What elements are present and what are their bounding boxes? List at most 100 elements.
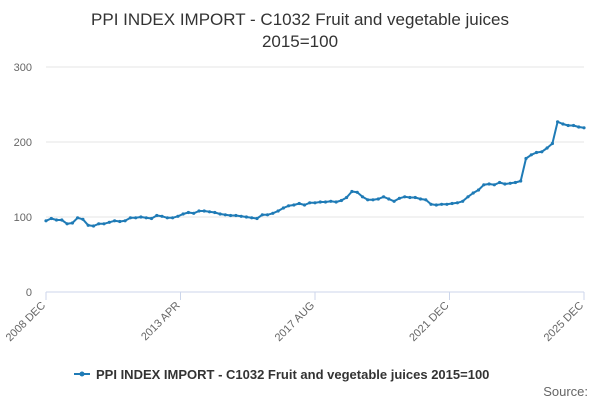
data-point[interactable] xyxy=(287,204,291,208)
data-point[interactable] xyxy=(445,202,449,206)
data-point[interactable] xyxy=(107,220,111,224)
data-point[interactable] xyxy=(255,216,259,221)
data-point[interactable] xyxy=(345,195,349,200)
data-point[interactable] xyxy=(382,195,386,199)
data-point[interactable] xyxy=(250,216,254,220)
data-point[interactable] xyxy=(513,180,518,185)
data-point[interactable] xyxy=(387,197,391,201)
data-point[interactable] xyxy=(545,146,549,150)
data-point[interactable] xyxy=(165,216,169,220)
data-point[interactable] xyxy=(197,209,201,213)
data-point[interactable] xyxy=(418,197,423,201)
data-point[interactable] xyxy=(318,200,322,204)
data-point[interactable] xyxy=(202,209,206,213)
data-point[interactable] xyxy=(556,120,560,124)
data-point[interactable] xyxy=(160,214,164,218)
data-point[interactable] xyxy=(566,123,570,128)
data-point[interactable] xyxy=(408,195,412,200)
data-point[interactable] xyxy=(60,218,64,222)
data-point[interactable] xyxy=(265,213,270,217)
data-point[interactable] xyxy=(186,210,190,215)
data-point[interactable] xyxy=(118,219,122,224)
data-point[interactable] xyxy=(128,216,132,220)
data-point[interactable] xyxy=(360,195,365,199)
data-point[interactable] xyxy=(434,203,438,207)
data-point[interactable] xyxy=(91,224,96,228)
data-point[interactable] xyxy=(461,199,465,203)
data-point[interactable] xyxy=(239,214,243,218)
data-point[interactable] xyxy=(503,182,507,186)
data-point[interactable] xyxy=(424,198,428,202)
data-point[interactable] xyxy=(171,216,175,220)
data-point[interactable] xyxy=(44,219,48,223)
data-point[interactable] xyxy=(313,201,317,205)
data-point[interactable] xyxy=(450,201,454,206)
data-point[interactable] xyxy=(260,213,264,217)
data-point[interactable] xyxy=(540,150,544,154)
data-point[interactable] xyxy=(297,201,301,206)
data-point[interactable] xyxy=(355,190,359,194)
data-point[interactable] xyxy=(529,153,533,157)
data-point[interactable] xyxy=(207,210,212,214)
data-point[interactable] xyxy=(397,196,401,200)
data-point[interactable] xyxy=(176,214,180,218)
data-point[interactable] xyxy=(534,150,539,155)
data-point[interactable] xyxy=(155,213,159,218)
data-point[interactable] xyxy=(229,213,233,218)
data-point[interactable] xyxy=(234,213,238,218)
data-point[interactable] xyxy=(49,216,53,221)
data-point[interactable] xyxy=(582,126,586,130)
data-point[interactable] xyxy=(97,222,101,226)
data-point[interactable] xyxy=(86,223,90,227)
data-point[interactable] xyxy=(134,216,138,220)
data-point[interactable] xyxy=(487,182,491,186)
data-point[interactable] xyxy=(308,201,312,205)
data-point[interactable] xyxy=(113,219,117,223)
data-point[interactable] xyxy=(392,199,396,203)
data-point[interactable] xyxy=(466,195,470,199)
data-point[interactable] xyxy=(476,188,481,192)
data-point[interactable] xyxy=(218,212,222,216)
data-point[interactable] xyxy=(54,218,59,222)
data-point[interactable] xyxy=(123,219,127,223)
data-point[interactable] xyxy=(102,222,106,226)
data-point[interactable] xyxy=(413,195,417,200)
data-point[interactable] xyxy=(244,215,248,219)
data-point[interactable] xyxy=(508,181,512,185)
data-point[interactable] xyxy=(292,203,296,207)
data-point[interactable] xyxy=(550,141,555,146)
data-point[interactable] xyxy=(276,209,280,213)
data-point[interactable] xyxy=(577,125,581,129)
data-point[interactable] xyxy=(334,200,338,204)
data-point[interactable] xyxy=(471,191,475,195)
data-point[interactable] xyxy=(149,216,154,221)
data-point[interactable] xyxy=(571,123,576,128)
legend[interactable]: PPI INDEX IMPORT - C1032 Fruit and veget… xyxy=(74,367,489,382)
data-point[interactable] xyxy=(350,189,354,194)
data-point[interactable] xyxy=(339,198,343,203)
data-point[interactable] xyxy=(440,202,444,206)
data-point[interactable] xyxy=(376,197,380,201)
data-point[interactable] xyxy=(561,122,565,126)
data-point[interactable] xyxy=(329,199,333,203)
data-point[interactable] xyxy=(524,156,528,161)
data-point[interactable] xyxy=(223,213,227,217)
data-point[interactable] xyxy=(482,183,486,187)
data-point[interactable] xyxy=(271,211,275,215)
data-point[interactable] xyxy=(519,179,523,183)
data-point[interactable] xyxy=(144,216,148,220)
data-point[interactable] xyxy=(323,200,328,204)
data-point[interactable] xyxy=(181,212,185,216)
data-point[interactable] xyxy=(403,195,407,199)
data-point[interactable] xyxy=(371,198,375,202)
data-point[interactable] xyxy=(366,198,370,202)
data-point[interactable] xyxy=(213,210,217,215)
data-point[interactable] xyxy=(192,211,196,215)
data-point[interactable] xyxy=(65,222,69,226)
data-point[interactable] xyxy=(492,183,496,187)
data-point[interactable] xyxy=(76,216,80,220)
data-point[interactable] xyxy=(455,201,459,205)
data-point[interactable] xyxy=(498,180,502,185)
data-point[interactable] xyxy=(139,215,143,219)
data-point[interactable] xyxy=(302,203,307,207)
